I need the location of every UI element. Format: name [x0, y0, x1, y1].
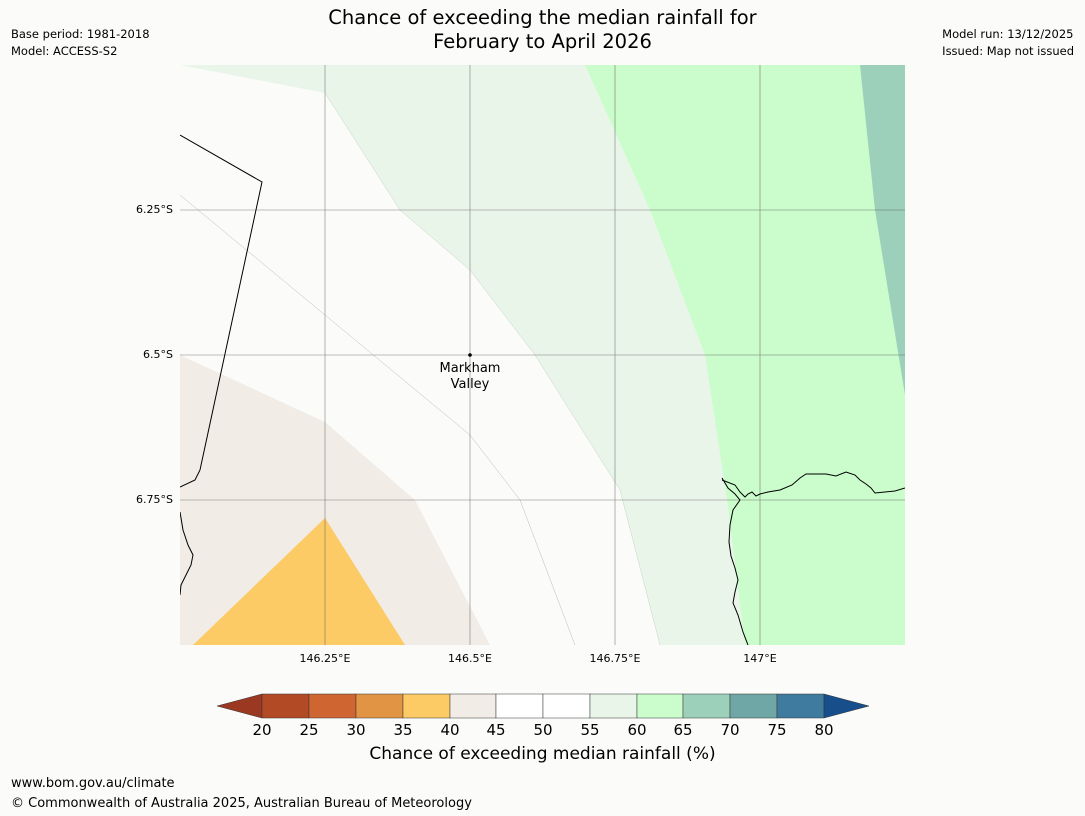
legend-tick: 65 [673, 721, 692, 739]
legend-tick: 45 [486, 721, 505, 739]
lon-label: 146.25°E [300, 652, 351, 665]
lon-label: 147°E [743, 652, 776, 665]
legend-swatch-55-60 [589, 693, 638, 719]
legend-swatch-65-70 [682, 693, 731, 719]
run-info: Model run: 13/12/2025 Issued: Map not is… [942, 26, 1074, 60]
legend-tick: 80 [814, 721, 833, 739]
place-label-line1: Markham [440, 361, 501, 376]
legend-swatch-70-75 [729, 693, 778, 719]
legend-tick: 40 [440, 721, 459, 739]
legend-tick: 70 [720, 721, 739, 739]
legend-swatch-above-80 [823, 693, 870, 719]
model-name: Model: ACCESS-S2 [11, 44, 118, 58]
lat-label: 6.75°S [136, 493, 173, 506]
legend-tick: 60 [627, 721, 646, 739]
place-label-line2: Valley [451, 377, 490, 392]
legend-tick: 30 [346, 721, 365, 739]
base-period: Base period: 1981-2018 [11, 27, 150, 41]
contour-line [324, 92, 661, 645]
legend-swatch-60-65 [636, 693, 684, 719]
legend-swatch-75-80 [776, 693, 825, 719]
legend-tick: 35 [393, 721, 412, 739]
legend-colorbar [216, 693, 870, 719]
lon-label: 146.75°E [590, 652, 641, 665]
footer-url[interactable]: www.bom.gov.au/climate [11, 776, 175, 791]
lat-label: 6.25°S [136, 203, 173, 216]
legend-swatch-50-55 [542, 693, 591, 719]
title-line-2: February to April 2026 [433, 30, 652, 53]
model-info: Base period: 1981-2018 Model: ACCESS-S2 [11, 26, 150, 60]
map-area [180, 65, 905, 645]
place-marker-icon [468, 353, 472, 357]
lon-label: 146.5°E [448, 652, 492, 665]
legend-swatch-35-40 [402, 693, 451, 719]
legend-swatch-below-20 [216, 693, 263, 719]
province-boundary-south [180, 511, 194, 596]
legend-swatch-40-45 [449, 693, 497, 719]
title-line-1: Chance of exceeding the median rainfall … [328, 6, 757, 29]
footer-copyright: © Commonwealth of Australia 2025, Austra… [11, 796, 472, 811]
map-title: Chance of exceeding the median rainfall … [0, 6, 1085, 54]
legend-swatch-45-50 [495, 693, 544, 719]
issued-status: Issued: Map not issued [942, 44, 1074, 58]
legend-tick: 55 [580, 721, 599, 739]
legend-tick: 50 [533, 721, 552, 739]
legend-tick: 20 [252, 721, 271, 739]
region-35-40 [193, 518, 405, 645]
model-run: Model run: 13/12/2025 [942, 27, 1074, 41]
legend-swatch-30-35 [355, 693, 404, 719]
legend-tick: 25 [299, 721, 318, 739]
province-boundary [180, 134, 263, 488]
coastline [721, 471, 905, 645]
lat-label: 6.5°S [143, 348, 173, 361]
region-65-70 [860, 65, 905, 395]
legend-swatch-20-25 [261, 693, 310, 719]
legend-tick: 75 [767, 721, 786, 739]
legend-title: Chance of exceeding median rainfall (%) [369, 744, 716, 764]
legend-swatch-25-30 [308, 693, 357, 719]
